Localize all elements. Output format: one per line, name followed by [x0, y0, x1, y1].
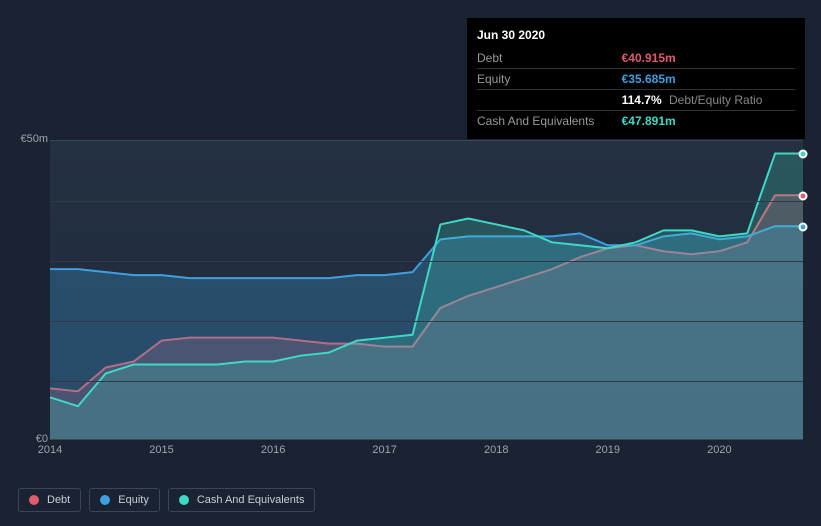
chart-svg	[50, 141, 803, 439]
x-axis-label: 2015	[149, 444, 173, 456]
x-axis-label: 2018	[484, 444, 508, 456]
tooltip-row-value: €35.685m	[622, 69, 795, 90]
legend-label: Cash And Equivalents	[197, 494, 305, 506]
legend-swatch	[29, 495, 39, 505]
tooltip-row-value: 114.7% Debt/Equity Ratio	[622, 90, 795, 111]
chart-plot	[50, 140, 803, 440]
legend-swatch	[179, 495, 189, 505]
tooltip-date: Jun 30 2020	[477, 26, 795, 48]
chart-tooltip: Jun 30 2020 Debt€40.915mEquity€35.685m11…	[467, 18, 805, 139]
x-axis-label: 2017	[372, 444, 396, 456]
tooltip-row-value: €47.891m	[622, 111, 795, 132]
gridline	[50, 321, 803, 322]
gridline	[50, 261, 803, 262]
legend-item[interactable]: Equity	[89, 488, 160, 512]
x-axis-label: 2016	[261, 444, 285, 456]
legend-swatch	[100, 495, 110, 505]
chart-legend: Debt Equity Cash And Equivalents	[18, 488, 315, 512]
legend-item[interactable]: Cash And Equivalents	[168, 488, 316, 512]
series-endpoint	[799, 149, 808, 158]
gridline	[50, 381, 803, 382]
tooltip-row-label: Debt	[477, 48, 622, 69]
series-endpoint	[799, 222, 808, 231]
tooltip-row-label: Equity	[477, 69, 622, 90]
legend-label: Debt	[47, 494, 70, 506]
tooltip-table: Debt€40.915mEquity€35.685m114.7% Debt/Eq…	[477, 48, 795, 131]
tooltip-row-label	[477, 90, 622, 111]
gridline	[50, 201, 803, 202]
x-axis-label: 2019	[596, 444, 620, 456]
tooltip-row-value: €40.915m	[622, 48, 795, 69]
tooltip-row-label: Cash And Equivalents	[477, 111, 622, 132]
legend-label: Equity	[118, 494, 149, 506]
y-axis-label: €50m	[18, 133, 48, 145]
legend-item[interactable]: Debt	[18, 488, 81, 512]
series-endpoint	[799, 191, 808, 200]
x-axis-label: 2014	[38, 444, 62, 456]
x-axis-label: 2020	[707, 444, 731, 456]
chart-area: €50m€02014201520162017201820192020	[18, 120, 803, 460]
